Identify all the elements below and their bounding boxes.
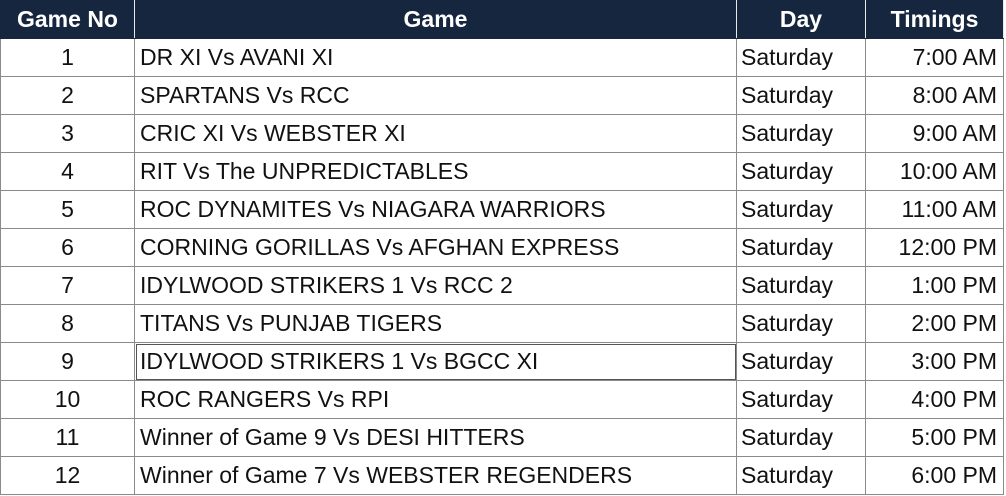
header-timings[interactable]: Timings <box>865 0 1004 39</box>
header-row: Game No Game Day Timings <box>0 0 1004 39</box>
cell-game[interactable]: CRIC XI Vs WEBSTER XI <box>134 114 737 153</box>
cell-game-no[interactable]: 2 <box>0 76 135 115</box>
table-row: 10 ROC RANGERS Vs RPI Saturday 4:00 PM <box>0 380 1004 419</box>
cell-game[interactable]: Winner of Game 9 Vs DESI HITTERS <box>134 418 737 457</box>
table-row: 2 SPARTANS Vs RCC Saturday 8:00 AM <box>0 76 1004 115</box>
cell-game[interactable]: SPARTANS Vs RCC <box>134 76 737 115</box>
header-game-no[interactable]: Game No <box>0 0 135 39</box>
table-row: 11 Winner of Game 9 Vs DESI HITTERS Satu… <box>0 418 1004 457</box>
cell-game-no[interactable]: 1 <box>0 38 135 77</box>
header-game[interactable]: Game <box>134 0 737 39</box>
cell-game[interactable]: ROC RANGERS Vs RPI <box>134 380 737 419</box>
cell-game-selected[interactable]: IDYLWOOD STRIKERS 1 Vs BGCC XI <box>134 342 737 381</box>
cell-game-no[interactable]: 12 <box>0 456 135 495</box>
cell-day[interactable]: Saturday <box>736 342 866 381</box>
cell-game[interactable]: RIT Vs The UNPREDICTABLES <box>134 152 737 191</box>
cell-game[interactable]: ROC DYNAMITES Vs NIAGARA WARRIORS <box>134 190 737 229</box>
cell-day[interactable]: Saturday <box>736 418 866 457</box>
cell-day[interactable]: Saturday <box>736 456 866 495</box>
cell-game-no[interactable]: 3 <box>0 114 135 153</box>
cell-game[interactable]: CORNING GORILLAS Vs AFGHAN EXPRESS <box>134 228 737 267</box>
cell-day[interactable]: Saturday <box>736 152 866 191</box>
cell-day[interactable]: Saturday <box>736 38 866 77</box>
cell-day[interactable]: Saturday <box>736 304 866 343</box>
table-row: 5 ROC DYNAMITES Vs NIAGARA WARRIORS Satu… <box>0 190 1004 229</box>
cell-day[interactable]: Saturday <box>736 380 866 419</box>
cell-day[interactable]: Saturday <box>736 190 866 229</box>
cell-time[interactable]: 8:00 AM <box>865 76 1004 115</box>
table-row: 3 CRIC XI Vs WEBSTER XI Saturday 9:00 AM <box>0 114 1004 153</box>
table-row: 9 IDYLWOOD STRIKERS 1 Vs BGCC XI Saturda… <box>0 342 1004 381</box>
cell-game-no[interactable]: 6 <box>0 228 135 267</box>
cell-time[interactable]: 11:00 AM <box>865 190 1004 229</box>
cell-game-no[interactable]: 8 <box>0 304 135 343</box>
cell-time[interactable]: 9:00 AM <box>865 114 1004 153</box>
cell-day[interactable]: Saturday <box>736 114 866 153</box>
cell-game[interactable]: IDYLWOOD STRIKERS 1 Vs RCC 2 <box>134 266 737 305</box>
cell-time[interactable]: 1:00 PM <box>865 266 1004 305</box>
cell-time[interactable]: 4:00 PM <box>865 380 1004 419</box>
cell-time[interactable]: 12:00 PM <box>865 228 1004 267</box>
cell-game-no[interactable]: 10 <box>0 380 135 419</box>
cell-game-no[interactable]: 7 <box>0 266 135 305</box>
cell-time[interactable]: 7:00 AM <box>865 38 1004 77</box>
table-row: 4 RIT Vs The UNPREDICTABLES Saturday 10:… <box>0 152 1004 191</box>
cell-time[interactable]: 6:00 PM <box>865 456 1004 495</box>
cell-game-no[interactable]: 11 <box>0 418 135 457</box>
table-row: 6 CORNING GORILLAS Vs AFGHAN EXPRESS Sat… <box>0 228 1004 267</box>
cell-game[interactable]: DR XI Vs AVANI XI <box>134 38 737 77</box>
cell-time[interactable]: 2:00 PM <box>865 304 1004 343</box>
cell-game[interactable]: Winner of Game 7 Vs WEBSTER REGENDERS <box>134 456 737 495</box>
table-row: 12 Winner of Game 7 Vs WEBSTER REGENDERS… <box>0 456 1004 495</box>
cell-game[interactable]: TITANS Vs PUNJAB TIGERS <box>134 304 737 343</box>
table-row: 1 DR XI Vs AVANI XI Saturday 7:00 AM <box>0 38 1004 77</box>
cell-game-no[interactable]: 4 <box>0 152 135 191</box>
cell-day[interactable]: Saturday <box>736 266 866 305</box>
cell-time[interactable]: 10:00 AM <box>865 152 1004 191</box>
cell-time[interactable]: 5:00 PM <box>865 418 1004 457</box>
cell-time[interactable]: 3:00 PM <box>865 342 1004 381</box>
header-day[interactable]: Day <box>736 0 866 39</box>
table-row: 8 TITANS Vs PUNJAB TIGERS Saturday 2:00 … <box>0 304 1004 343</box>
cell-game-no[interactable]: 5 <box>0 190 135 229</box>
cell-game-no[interactable]: 9 <box>0 342 135 381</box>
cell-day[interactable]: Saturday <box>736 228 866 267</box>
table-row: 7 IDYLWOOD STRIKERS 1 Vs RCC 2 Saturday … <box>0 266 1004 305</box>
cell-day[interactable]: Saturday <box>736 76 866 115</box>
